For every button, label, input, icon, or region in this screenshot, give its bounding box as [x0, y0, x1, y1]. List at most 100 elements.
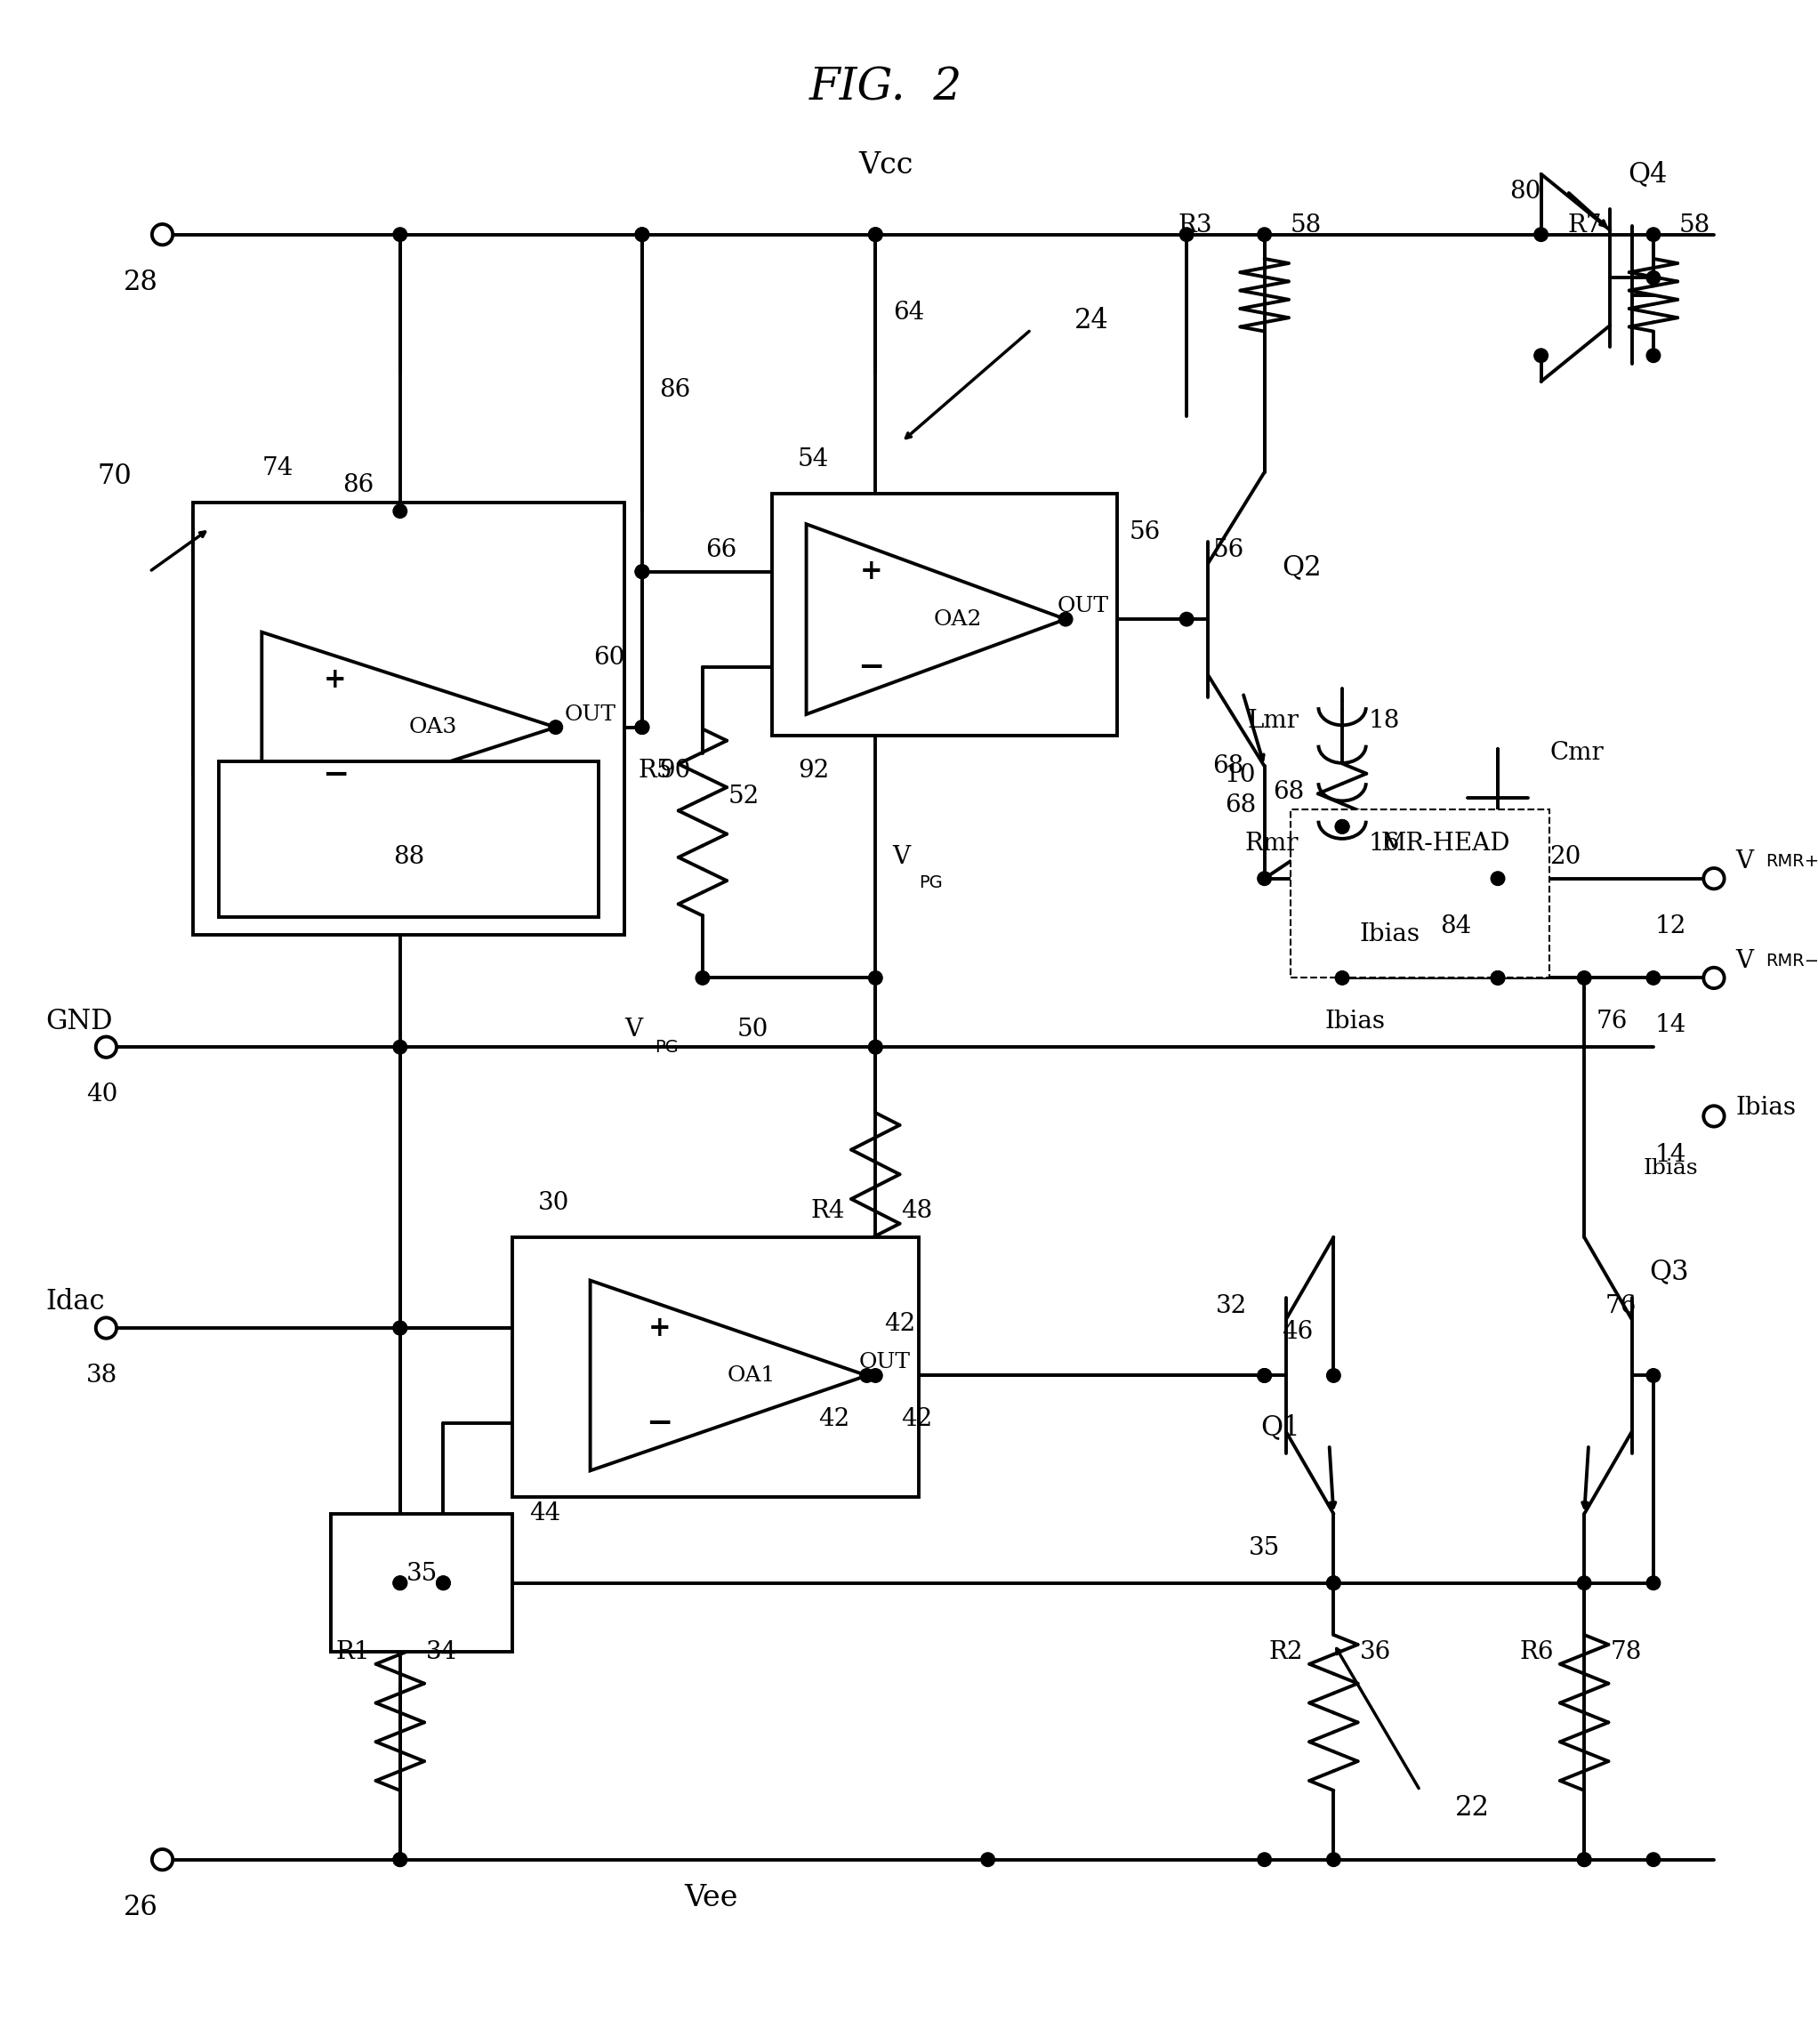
Text: 46: 46: [1282, 1320, 1313, 1345]
Text: Q4: Q4: [1627, 159, 1667, 188]
Text: 42: 42: [902, 1406, 933, 1431]
Text: PG: PG: [654, 1038, 678, 1055]
Circle shape: [869, 971, 882, 985]
Text: V: V: [893, 844, 911, 869]
Circle shape: [1578, 1576, 1591, 1590]
Text: OA2: OA2: [933, 609, 982, 630]
Circle shape: [393, 1852, 407, 1866]
Circle shape: [634, 227, 649, 241]
Text: R2: R2: [1269, 1639, 1304, 1664]
Bar: [193, 503, 625, 934]
Circle shape: [1578, 1852, 1591, 1866]
Text: OA1: OA1: [727, 1365, 776, 1386]
Text: R1: R1: [336, 1639, 369, 1664]
Text: +: +: [324, 666, 347, 693]
Circle shape: [96, 1036, 116, 1057]
Circle shape: [1703, 869, 1723, 889]
Text: 90: 90: [660, 758, 691, 783]
Text: 66: 66: [705, 538, 736, 562]
Text: Q2: Q2: [1282, 554, 1322, 580]
Circle shape: [634, 564, 649, 578]
Text: Ibias: Ibias: [1325, 1010, 1385, 1032]
Text: 86: 86: [344, 474, 375, 497]
Text: 58: 58: [1680, 215, 1711, 237]
Text: 60: 60: [593, 646, 625, 670]
Text: R7: R7: [1567, 215, 1602, 237]
Circle shape: [393, 505, 407, 517]
Circle shape: [1703, 1106, 1723, 1126]
Text: 24: 24: [1074, 307, 1109, 335]
Text: FIG.  2: FIG. 2: [809, 65, 962, 110]
Text: 68: 68: [1225, 793, 1256, 818]
Text: Idac: Idac: [45, 1288, 105, 1316]
Text: R5: R5: [638, 758, 673, 783]
Text: 70: 70: [98, 462, 133, 491]
Text: R4: R4: [811, 1200, 845, 1222]
Circle shape: [634, 227, 649, 241]
Circle shape: [1258, 1369, 1271, 1382]
Circle shape: [1534, 350, 1547, 362]
Text: 40: 40: [85, 1083, 118, 1106]
Text: −: −: [645, 1408, 673, 1439]
Circle shape: [1058, 613, 1073, 625]
Text: 20: 20: [1549, 844, 1582, 869]
Circle shape: [1258, 871, 1271, 885]
Text: 32: 32: [1216, 1294, 1247, 1318]
Text: 12: 12: [1654, 914, 1687, 938]
Circle shape: [1327, 1576, 1340, 1590]
Circle shape: [1647, 350, 1660, 362]
Text: 35: 35: [1249, 1537, 1280, 1560]
Text: Vee: Vee: [684, 1885, 738, 1913]
Polygon shape: [262, 632, 556, 822]
Circle shape: [1491, 971, 1505, 985]
Circle shape: [1327, 1369, 1340, 1382]
Circle shape: [1647, 272, 1660, 284]
Text: MR-HEAD: MR-HEAD: [1382, 832, 1511, 856]
Circle shape: [1647, 227, 1660, 241]
Circle shape: [1703, 967, 1723, 989]
Polygon shape: [807, 523, 1065, 713]
Text: RMR+: RMR+: [1765, 852, 1818, 869]
Text: Lmr: Lmr: [1247, 709, 1300, 732]
Text: V: V: [1736, 948, 1753, 973]
Circle shape: [1327, 1576, 1340, 1590]
Text: 42: 42: [884, 1312, 916, 1335]
Circle shape: [1258, 1852, 1271, 1866]
Text: Cmr: Cmr: [1549, 742, 1603, 764]
Text: Ibias: Ibias: [1736, 1096, 1796, 1120]
Circle shape: [869, 1040, 882, 1055]
Text: GND: GND: [45, 1008, 113, 1034]
Text: 54: 54: [798, 448, 829, 472]
Text: +: +: [860, 558, 882, 585]
Text: 76: 76: [1596, 1010, 1627, 1032]
Text: 34: 34: [425, 1639, 458, 1664]
Text: 28: 28: [124, 268, 158, 296]
Circle shape: [393, 1852, 407, 1866]
Circle shape: [1258, 227, 1271, 241]
Text: 88: 88: [393, 844, 424, 869]
Text: Q3: Q3: [1649, 1257, 1689, 1286]
Circle shape: [1334, 820, 1349, 834]
Bar: [331, 1515, 513, 1652]
Text: OUT: OUT: [1058, 597, 1109, 617]
Text: −: −: [322, 760, 349, 789]
Circle shape: [869, 1369, 882, 1382]
Text: 68: 68: [1273, 781, 1305, 803]
Text: 80: 80: [1509, 180, 1542, 202]
Circle shape: [634, 719, 649, 734]
Circle shape: [153, 225, 173, 245]
Circle shape: [982, 1852, 994, 1866]
Bar: [773, 495, 1118, 736]
Text: 74: 74: [262, 456, 293, 480]
Circle shape: [1491, 871, 1505, 885]
Text: 56: 56: [1129, 521, 1160, 546]
Circle shape: [549, 719, 562, 734]
Text: 14: 14: [1654, 1143, 1687, 1167]
Circle shape: [634, 719, 649, 734]
Circle shape: [1258, 1369, 1271, 1382]
Text: OUT: OUT: [565, 703, 616, 724]
Text: 14: 14: [1654, 1014, 1687, 1038]
Circle shape: [860, 1369, 874, 1382]
Circle shape: [1327, 1852, 1340, 1866]
Circle shape: [436, 1576, 451, 1590]
